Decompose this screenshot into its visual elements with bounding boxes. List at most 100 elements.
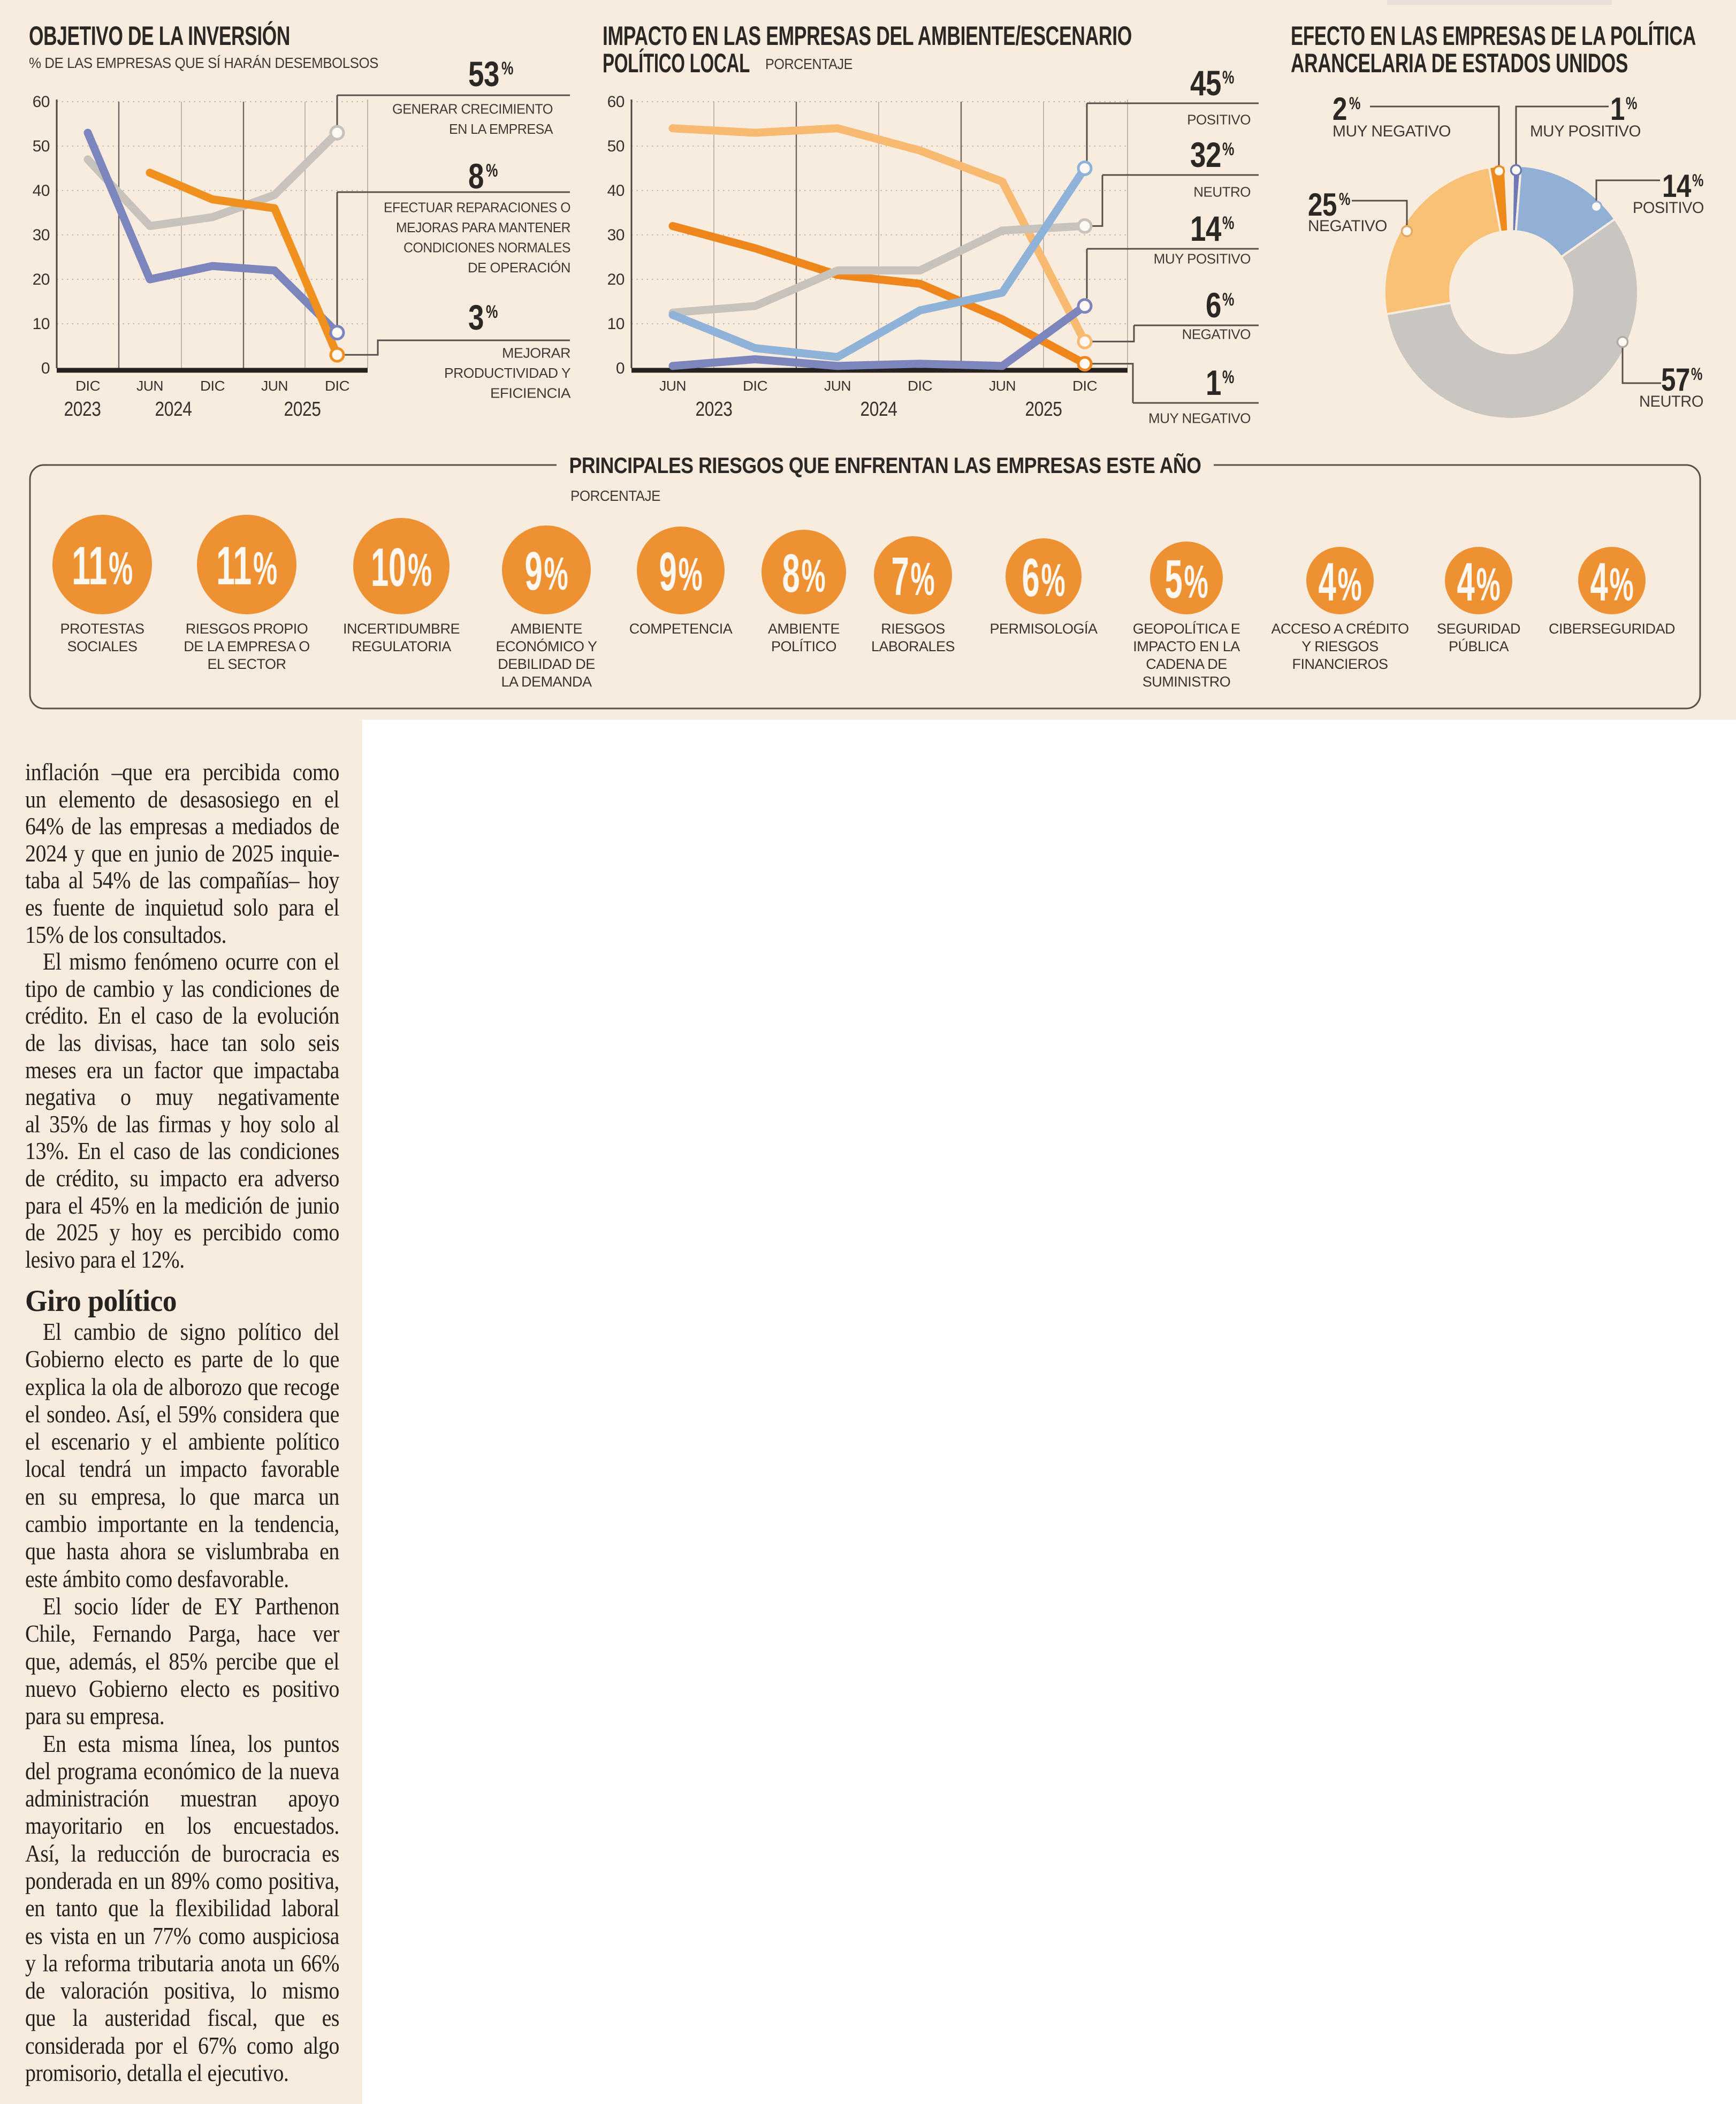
svg-text:50: 50 (33, 138, 50, 155)
svg-text:20: 20 (607, 271, 625, 288)
svg-text:%: % (1338, 559, 1362, 611)
svg-text:PRODUCTIVIDAD Y: PRODUCTIVIDAD Y (444, 365, 570, 381)
svg-text:DIC: DIC (200, 378, 225, 394)
svg-text:10: 10 (371, 538, 406, 598)
svg-text:POLÍTICO: POLÍTICO (771, 638, 836, 654)
svg-text:2025: 2025 (1025, 398, 1062, 421)
svg-text:NEGATIVO: NEGATIVO (1182, 326, 1251, 342)
svg-text:32: 32 (1190, 135, 1221, 174)
svg-text:GEOPOLÍTICA E: GEOPOLÍTICA E (1133, 621, 1240, 637)
svg-text:%: % (802, 551, 826, 602)
svg-text:6: 6 (1206, 285, 1221, 325)
svg-text:EFECTUAR REPARACIONES O: EFECTUAR REPARACIONES O (384, 199, 570, 215)
svg-text:10: 10 (607, 315, 625, 333)
svg-text:DIC: DIC (1072, 378, 1097, 394)
svg-text:2025: 2025 (284, 398, 321, 421)
svg-text:%: % (253, 543, 277, 594)
svg-text:60: 60 (607, 93, 625, 111)
svg-text:MEJORAR: MEJORAR (502, 345, 570, 361)
svg-text:OBJETIVO DE LA INVERSIÓN: OBJETIVO DE LA INVERSIÓN (29, 21, 290, 51)
svg-text:%: % (501, 58, 513, 79)
svg-text:DIC: DIC (743, 378, 767, 394)
svg-text:PORCENTAJE: PORCENTAJE (570, 487, 660, 504)
svg-text:SUMINISTRO: SUMINISTRO (1143, 674, 1231, 690)
svg-text:RIESGOS PROPIO: RIESGOS PROPIO (186, 621, 308, 637)
svg-text:Y RIESGOS: Y RIESGOS (1301, 638, 1379, 654)
svg-text:%: % (486, 302, 498, 322)
svg-text:%: % (486, 161, 498, 181)
svg-text:%: % (1222, 213, 1234, 233)
svg-text:%: % (1184, 557, 1208, 608)
svg-text:PÚBLICA: PÚBLICA (1449, 638, 1509, 654)
svg-text:EFECTO EN LAS EMPRESAS DE LA P: EFECTO EN LAS EMPRESAS DE LA POLÍTICA (1291, 21, 1696, 51)
svg-text:CIBERSEGURIDAD: CIBERSEGURIDAD (1549, 621, 1675, 637)
svg-text:% DE LAS EMPRESAS QUE SÍ HARÁN: % DE LAS EMPRESAS QUE SÍ HARÁN DESEMBOLS… (29, 55, 378, 71)
svg-text:%: % (911, 554, 935, 605)
svg-text:DIC: DIC (325, 378, 349, 394)
svg-text:JUN: JUN (824, 378, 851, 394)
svg-text:2: 2 (1333, 91, 1347, 127)
svg-text:30: 30 (607, 226, 625, 244)
svg-text:2023: 2023 (64, 398, 101, 421)
svg-text:%: % (1692, 171, 1703, 190)
svg-text:0: 0 (616, 360, 625, 377)
svg-text:DE OPERACIÓN: DE OPERACIÓN (468, 260, 570, 276)
svg-text:FINANCIEROS: FINANCIEROS (1292, 656, 1388, 672)
svg-text:%: % (1626, 94, 1637, 113)
svg-text:POLÍTICO LOCAL: POLÍTICO LOCAL (603, 48, 750, 78)
svg-text:NEUTRO: NEUTRO (1193, 184, 1251, 200)
svg-text:JUN: JUN (136, 378, 163, 394)
svg-text:2023: 2023 (696, 398, 733, 421)
svg-text:AMBIENTE: AMBIENTE (511, 621, 582, 637)
svg-text:LA DEMANDA: LA DEMANDA (501, 674, 592, 690)
svg-text:JUN: JUN (989, 378, 1016, 394)
svg-text:JUN: JUN (659, 378, 686, 394)
svg-text:MEJORAS PARA MANTENER: MEJORAS PARA MANTENER (396, 219, 570, 235)
svg-text:EFICIENCIA: EFICIENCIA (490, 385, 571, 401)
svg-text:DE LA EMPRESA O: DE LA EMPRESA O (184, 638, 310, 654)
svg-text:6: 6 (1022, 548, 1040, 608)
svg-text:4: 4 (1457, 552, 1475, 612)
svg-text:14: 14 (1662, 168, 1692, 204)
svg-text:5: 5 (1165, 550, 1183, 609)
svg-text:GENERAR CRECIMIENTO: GENERAR CRECIMIENTO (392, 101, 553, 117)
svg-text:MUY NEGATIVO: MUY NEGATIVO (1333, 123, 1451, 140)
svg-text:20: 20 (33, 271, 50, 288)
svg-text:9: 9 (525, 542, 543, 601)
svg-text:9: 9 (659, 542, 677, 602)
svg-text:PERMISOLOGÍA: PERMISOLOGÍA (989, 621, 1098, 637)
svg-text:14: 14 (1190, 209, 1222, 248)
svg-text:ACCESO A CRÉDITO: ACCESO A CRÉDITO (1271, 621, 1408, 637)
svg-text:EN LA EMPRESA: EN LA EMPRESA (449, 121, 553, 137)
svg-text:25: 25 (1308, 187, 1337, 223)
svg-text:%: % (1691, 364, 1702, 384)
svg-text:8: 8 (782, 544, 800, 604)
svg-text:AMBIENTE: AMBIENTE (768, 621, 840, 637)
svg-text:EL SECTOR: EL SECTOR (207, 656, 286, 672)
svg-text:40: 40 (33, 182, 50, 200)
svg-text:DIC: DIC (75, 378, 100, 394)
svg-text:SOCIALES: SOCIALES (67, 638, 137, 654)
svg-text:DIC: DIC (908, 378, 932, 394)
svg-text:50: 50 (607, 138, 625, 155)
svg-text:%: % (679, 549, 703, 600)
svg-text:PORCENTAJE: PORCENTAJE (765, 56, 852, 72)
svg-text:40: 40 (607, 182, 625, 200)
svg-text:3: 3 (468, 298, 484, 337)
svg-text:JUN: JUN (261, 378, 288, 394)
svg-text:MUY NEGATIVO: MUY NEGATIVO (1148, 410, 1251, 426)
svg-text:POSITIVO: POSITIVO (1633, 199, 1704, 217)
svg-text:60: 60 (33, 93, 50, 111)
svg-text:2024: 2024 (861, 398, 897, 421)
svg-text:45: 45 (1190, 63, 1221, 103)
svg-text:%: % (1222, 289, 1234, 310)
svg-text:PROTESTAS: PROTESTAS (60, 621, 144, 637)
svg-text:%: % (408, 545, 432, 596)
svg-text:DEBILIDAD DE: DEBILIDAD DE (498, 656, 595, 672)
svg-text:30: 30 (33, 226, 50, 244)
svg-text:10: 10 (33, 315, 50, 333)
svg-text:ARANCELARIA DE ESTADOS UNIDOS: ARANCELARIA DE ESTADOS UNIDOS (1291, 48, 1628, 78)
svg-text:%: % (1610, 559, 1634, 611)
svg-text:%: % (544, 548, 568, 600)
svg-text:1: 1 (1610, 91, 1625, 127)
